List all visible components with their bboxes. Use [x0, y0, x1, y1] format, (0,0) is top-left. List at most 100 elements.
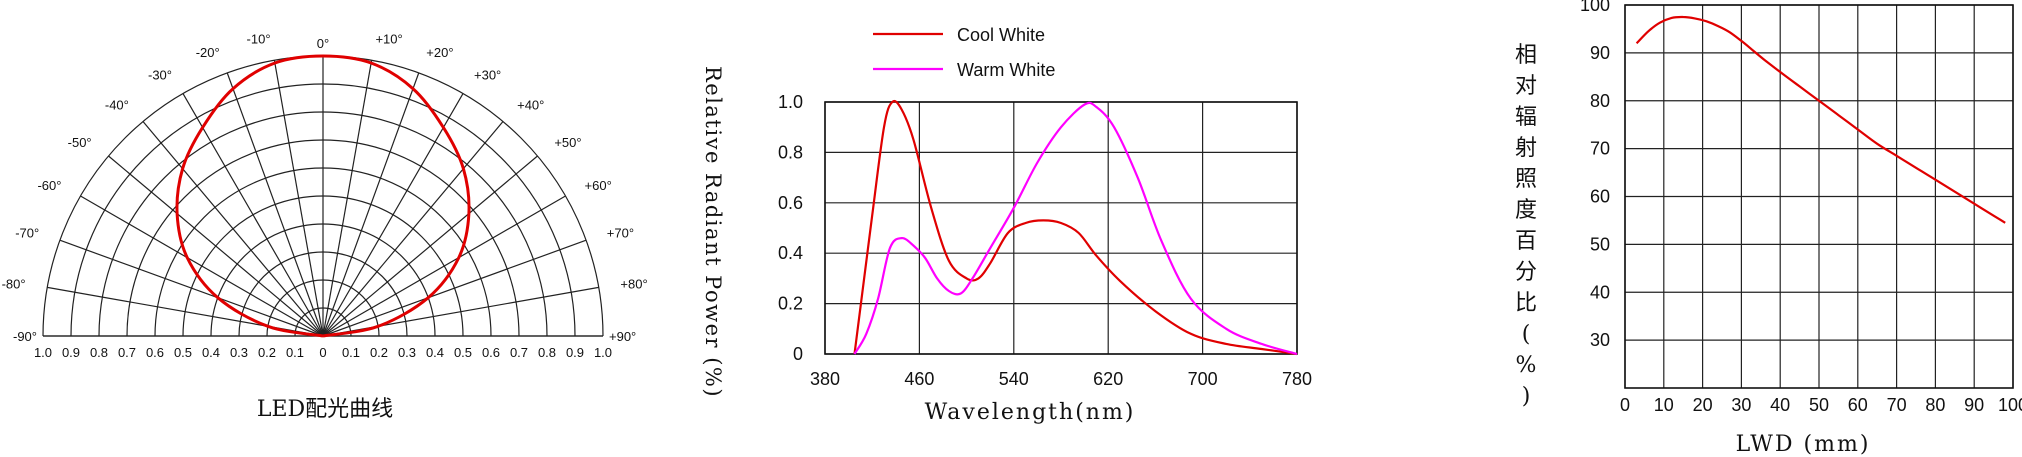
lwd-x-tick: 10 [1654, 395, 1674, 415]
polar-angle-label: +40° [517, 98, 544, 113]
lwd-y-tick: 70 [1590, 139, 1610, 159]
spectrum-frame [824, 101, 1298, 355]
polar-spoke [322, 195, 566, 337]
polar-spoke [226, 72, 324, 337]
polar-angle-label: -40° [105, 98, 129, 113]
polar-angle-label: -70° [15, 226, 39, 241]
polar-angle-label: +80° [620, 277, 647, 292]
spectrum-y-tick: 1.0 [778, 92, 803, 112]
polar-spoke [182, 93, 324, 337]
lwd-x-ticks: 0 10 20 30 40 50 60 70 80 90 100 [1620, 395, 2022, 415]
lwd-x-tick: 100 [1998, 395, 2022, 415]
polar-radial-label: 1.0 [594, 345, 612, 360]
polar-radial-labels: 1.0 0.9 0.8 0.7 0.6 0.5 0.4 0.3 0.2 0.1 0 0.1 0.2 0.3… [34, 345, 612, 360]
lwd-x-tick: 0 [1620, 395, 1630, 415]
polar-spoke [273, 60, 324, 337]
polar-radial-label: 1.0 [34, 345, 52, 360]
polar-angle-label: -90° [13, 329, 37, 344]
polar-angle-label: -10° [247, 32, 271, 47]
spectrum-series-line [853, 99, 1298, 356]
spectrum-y-tick: 0.4 [778, 243, 803, 263]
polar-spoke [322, 60, 373, 337]
polar-angle-labels: -90° -80° -70° -60° -50° -40° -30° -20° -10° 0° +1… [2, 32, 648, 344]
polar-radial-label: 0.4 [202, 345, 220, 360]
lwd-x-tick: 70 [1887, 395, 1907, 415]
polar-angle-label: +90° [609, 329, 636, 344]
lwd-series [1635, 15, 2006, 224]
lwd-y-tick: 80 [1590, 91, 1610, 111]
polar-radial-label: 0.8 [538, 345, 556, 360]
polar-angle-label: -30° [148, 67, 172, 82]
polar-series [175, 54, 471, 338]
lwd-x-tick: 90 [1964, 395, 1984, 415]
polar-chart: -90° -80° -70° -60° -50° -40° -30° -20° -10° 0° +1… [2, 32, 648, 422]
lwd-y-tick: 90 [1590, 43, 1610, 63]
polar-radial-label: 0.5 [454, 345, 472, 360]
spectrum-x-tick: 540 [999, 369, 1029, 389]
lwd-x-tick: 20 [1693, 395, 1713, 415]
spectrum-x-tick: 380 [810, 369, 840, 389]
lwd-ylabel: 相对辐射照度百分比(%) [1515, 43, 1537, 409]
polar-angle-label: -50° [68, 135, 92, 150]
polar-radial-label: 0.2 [258, 345, 276, 360]
polar-radial-label: 0.8 [90, 345, 108, 360]
polar-title: LED配光曲线 [257, 397, 393, 422]
polar-angle-label: +50° [554, 135, 581, 150]
spectrum-x-tick: 620 [1093, 369, 1123, 389]
polar-radial-label: 0.9 [62, 345, 80, 360]
polar-angle-label: -80° [2, 277, 26, 292]
spectrum-x-tick: 460 [904, 369, 934, 389]
lwd-y-tick: 40 [1590, 282, 1610, 302]
polar-radial-label: 0.6 [482, 345, 500, 360]
spectrum-x-tick: 780 [1282, 369, 1312, 389]
polar-radial-label: 0.1 [286, 345, 304, 360]
polar-radial-label: 0.4 [426, 345, 444, 360]
spectrum-xlabel: Wavelength(nm) [925, 400, 1136, 425]
polar-angle-label: +20° [426, 45, 453, 60]
polar-angle-label: -20° [196, 45, 220, 60]
polar-radial-label: 0.7 [510, 345, 528, 360]
polar-spoke [322, 239, 587, 337]
polar-radial-label: 0.9 [566, 345, 584, 360]
polar-spoke [108, 155, 324, 337]
spectrum-y-tick: 0.2 [778, 294, 803, 314]
lwd-x-tick: 40 [1770, 395, 1790, 415]
polar-angle-label: +70° [607, 226, 634, 241]
polar-spoke [322, 121, 504, 337]
lwd-grid [1624, 4, 2014, 388]
lwd-y-tick: 30 [1590, 330, 1610, 350]
lwd-x-tick: 80 [1925, 395, 1945, 415]
polar-radial-label: 0.2 [370, 345, 388, 360]
lwd-x-tick: 30 [1731, 395, 1751, 415]
spectrum-ylabel: Relative Radiant Power (%) [701, 66, 725, 398]
lwd-series-line [1635, 15, 2006, 224]
polar-angle-label: 0° [317, 36, 329, 51]
spectrum-y-tick: 0.8 [778, 142, 803, 162]
polar-radial-label: 0 [319, 345, 326, 360]
spectrum-x-tick: 700 [1188, 369, 1218, 389]
spectrum-grid [824, 101, 1298, 355]
polar-spoke [59, 239, 324, 337]
lwd-chart: 0 10 20 30 40 50 60 70 80 90 100 30 40 50 60 70 80 90 100… [1515, 0, 2022, 457]
polar-radial-label: 0.7 [118, 345, 136, 360]
polar-spoke [322, 72, 420, 337]
legend-label: Cool White [957, 25, 1045, 45]
polar-spoke [322, 155, 538, 337]
polar-angle-label: +10° [375, 32, 402, 47]
polar-angle-label: +30° [474, 67, 501, 82]
lwd-x-tick: 60 [1848, 395, 1868, 415]
polar-angle-label: -60° [37, 178, 61, 193]
spectrum-series [853, 99, 1298, 356]
polar-grid [42, 55, 604, 337]
spectrum-y-tick: 0.6 [778, 193, 803, 213]
polar-curve [175, 54, 471, 338]
legend-label: Warm White [957, 60, 1055, 80]
lwd-y-tick: 100 [1580, 0, 1610, 15]
lwd-x-tick: 50 [1809, 395, 1829, 415]
spectrum-legend: Cool White Warm White [873, 25, 1055, 80]
polar-radial-label: 0.5 [174, 345, 192, 360]
spectrum-y-tick: 0 [793, 344, 803, 364]
lwd-xlabel: LWD (mm) [1736, 432, 1871, 457]
lwd-y-tick: 50 [1590, 234, 1610, 254]
